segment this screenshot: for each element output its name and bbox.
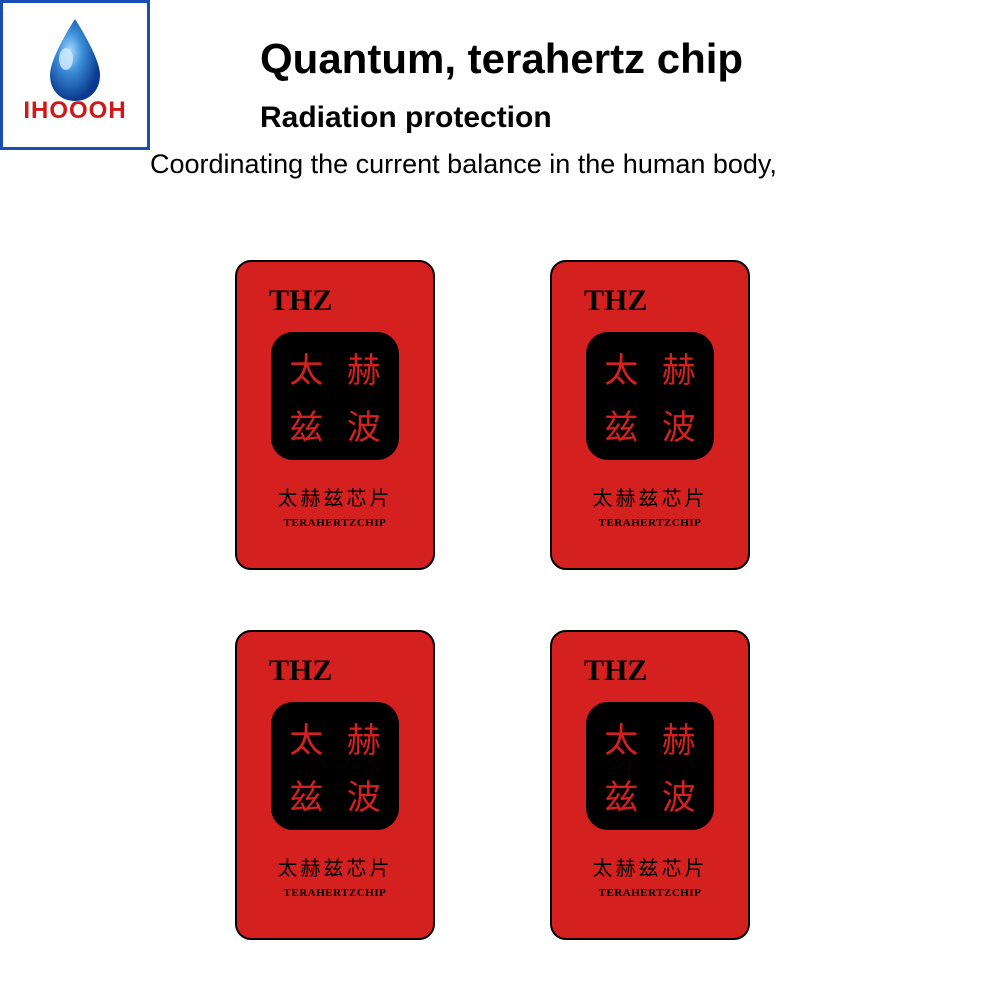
card-thz-label: THZ	[269, 284, 332, 318]
chip-char: 兹	[279, 398, 334, 453]
page-description: Coordinating the current balance in the …	[150, 149, 980, 180]
card-english-label: TERAHERTZCHIP	[284, 887, 387, 899]
water-droplet-icon	[40, 15, 110, 105]
chip-char: 赫	[337, 710, 392, 765]
logo-box: IHOOOH	[0, 0, 150, 150]
chip-char: 太	[279, 710, 334, 765]
chip-char: 太	[279, 340, 334, 395]
chip-char: 波	[652, 768, 707, 823]
chip-char: 兹	[594, 768, 649, 823]
chip-char: 太	[594, 340, 649, 395]
chip-char: 赫	[652, 340, 707, 395]
card-chinese-label: 太赫兹芯片	[593, 852, 708, 881]
chip-icon: 太 赫 兹 波	[271, 702, 399, 830]
card-english-label: TERAHERTZCHIP	[599, 517, 702, 529]
chip-char: 太	[594, 710, 649, 765]
chip-card: THZ 太 赫 兹 波 太赫兹芯片 TERAHERTZCHIP	[235, 630, 435, 940]
cards-grid: THZ 太 赫 兹 波 太赫兹芯片 TERAHERTZCHIP THZ 太 赫 …	[235, 260, 750, 940]
chip-icon: 太 赫 兹 波	[586, 702, 714, 830]
page-subtitle: Radiation protection	[260, 101, 980, 135]
card-chinese-label: 太赫兹芯片	[593, 482, 708, 511]
card-thz-label: THZ	[584, 654, 647, 688]
card-thz-label: THZ	[269, 654, 332, 688]
chip-char: 波	[652, 398, 707, 453]
card-english-label: TERAHERTZCHIP	[284, 517, 387, 529]
card-chinese-label: 太赫兹芯片	[278, 852, 393, 881]
chip-char: 波	[337, 398, 392, 453]
chip-icon: 太 赫 兹 波	[271, 332, 399, 460]
chip-icon: 太 赫 兹 波	[586, 332, 714, 460]
chip-card: THZ 太 赫 兹 波 太赫兹芯片 TERAHERTZCHIP	[550, 260, 750, 570]
card-chinese-label: 太赫兹芯片	[278, 482, 393, 511]
chip-card: THZ 太 赫 兹 波 太赫兹芯片 TERAHERTZCHIP	[550, 630, 750, 940]
chip-char: 兹	[594, 398, 649, 453]
card-english-label: TERAHERTZCHIP	[599, 887, 702, 899]
chip-char: 波	[337, 768, 392, 823]
chip-char: 赫	[652, 710, 707, 765]
chip-char: 赫	[337, 340, 392, 395]
header-content: Quantum, terahertz chip Radiation protec…	[260, 35, 980, 180]
chip-card: THZ 太 赫 兹 波 太赫兹芯片 TERAHERTZCHIP	[235, 260, 435, 570]
card-thz-label: THZ	[584, 284, 647, 318]
page-title: Quantum, terahertz chip	[260, 35, 980, 83]
chip-char: 兹	[279, 768, 334, 823]
